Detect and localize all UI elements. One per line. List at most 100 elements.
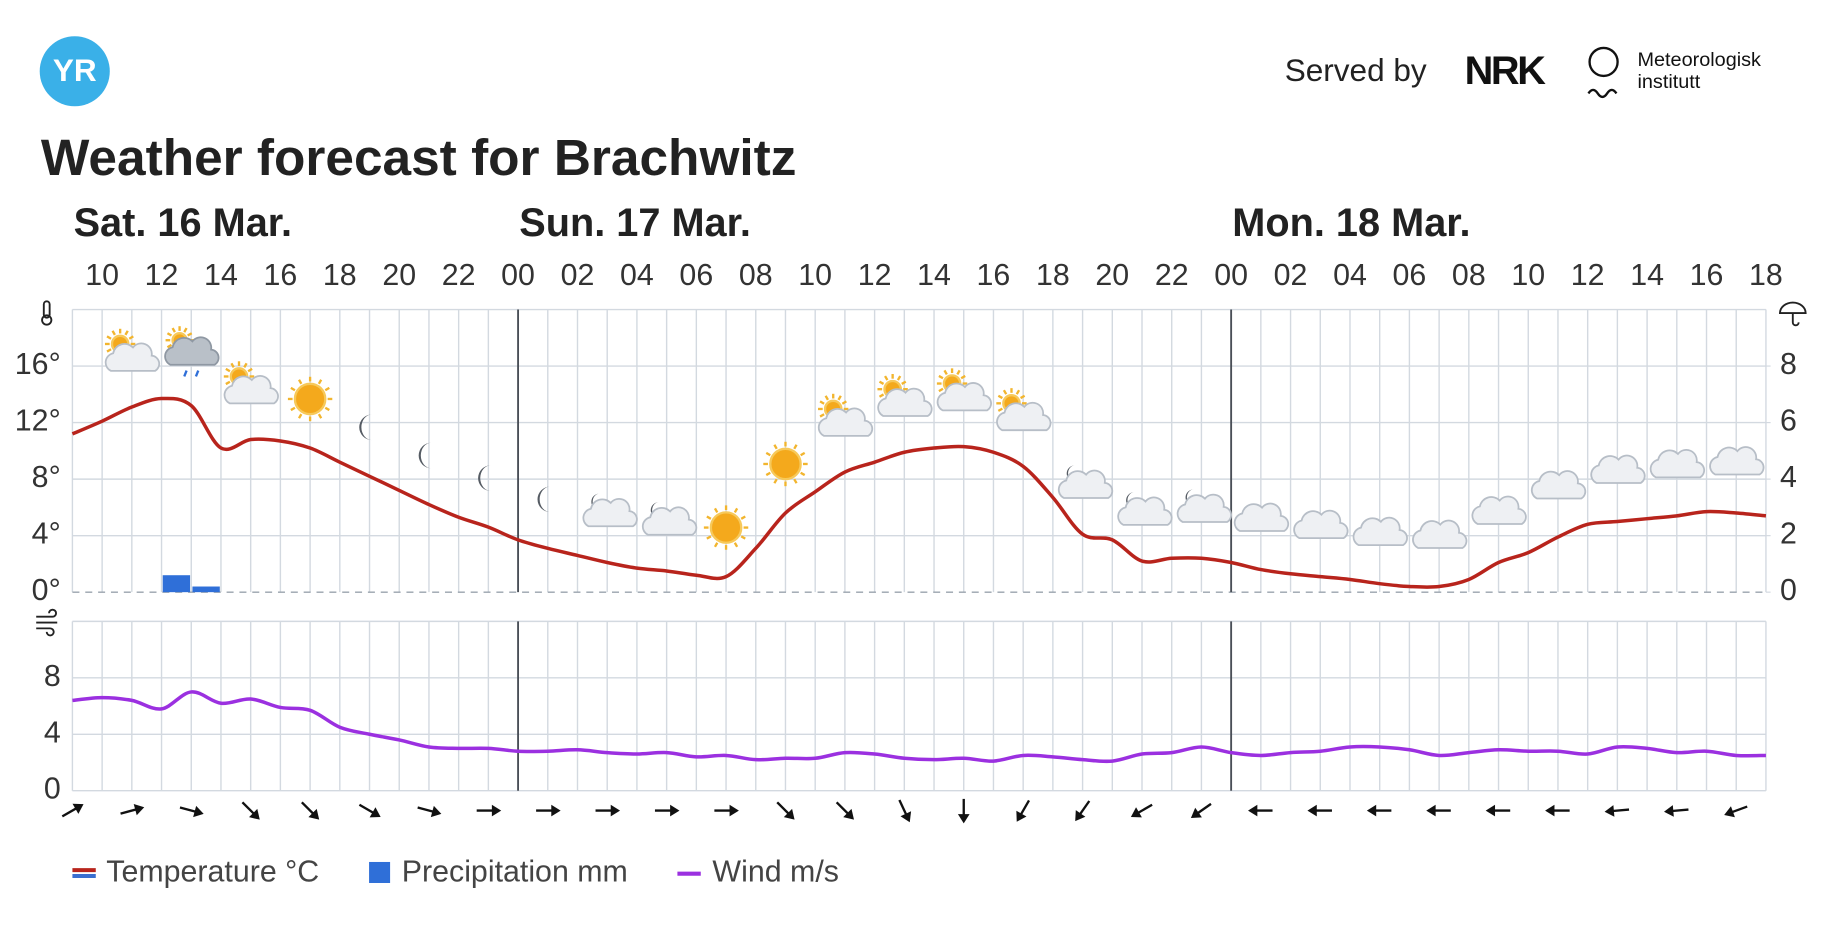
x-tick-label: 04 (1333, 259, 1367, 292)
y-tick-label: 0° (32, 574, 61, 607)
umbrella-icon (1779, 301, 1807, 327)
arrow-head (783, 808, 795, 820)
sun-ray (884, 375, 889, 381)
thermometer-icon (41, 300, 53, 326)
cloud (582, 497, 638, 528)
y-tick-label: 4° (32, 518, 61, 551)
wind-arrow (1190, 802, 1212, 818)
x-tick-label: 10 (85, 259, 119, 292)
weather-icon (817, 393, 874, 437)
met-icon (1588, 46, 1619, 78)
x-tick-label: 00 (1214, 259, 1248, 292)
x-tick-label: 18 (1036, 259, 1070, 292)
cloud (817, 407, 874, 437)
weather-icon (1176, 489, 1232, 523)
sun-disc (293, 382, 327, 416)
weather-icon (877, 374, 933, 417)
y-tick-label: 0 (44, 773, 61, 806)
y-tick-label: 16° (15, 348, 61, 381)
weather-icon (641, 502, 698, 536)
sun-ray (324, 386, 330, 392)
sun-ray (901, 380, 907, 385)
sun-ray (960, 374, 966, 380)
wind-arrow (1016, 799, 1031, 822)
x-tick-label: 14 (1630, 259, 1664, 292)
x-tick-label: 20 (1095, 259, 1129, 292)
rain-drop (183, 370, 188, 377)
weather-icon (287, 376, 333, 422)
sun-ray (324, 406, 330, 412)
day-label: Sat. 16 Mar. (74, 201, 292, 245)
wind-arrow (358, 803, 381, 818)
arrow-head (1545, 804, 1555, 817)
arrow-head (369, 807, 381, 818)
weather-icon (223, 361, 279, 405)
x-tick-label: 02 (1274, 259, 1308, 292)
sun-ray (111, 330, 116, 336)
arrow-head (900, 811, 912, 823)
sun-ray (1020, 394, 1026, 400)
legend-label[interactable]: Wind m/s (712, 856, 839, 889)
x-tick-label: 22 (1155, 259, 1189, 292)
cloud (1590, 454, 1646, 484)
y2-tick-label: 8 (1780, 348, 1797, 381)
cloud (1293, 509, 1349, 539)
yr-logo[interactable]: YR (39, 36, 110, 107)
weather-icon (104, 328, 161, 372)
wind-arrow (714, 804, 739, 817)
met-wave (1587, 88, 1618, 99)
sun-ray (243, 362, 248, 368)
logo-circle (39, 36, 110, 107)
sun-ray (106, 335, 112, 340)
y-tick-label: 12° (15, 405, 61, 438)
sun-disc (769, 447, 802, 481)
sun-ray (706, 515, 712, 520)
sun-ray (187, 332, 193, 337)
met-logo[interactable]: Meteorologisk institutt (1587, 46, 1761, 99)
sun-ray (997, 407, 1003, 412)
arrow-head (1130, 807, 1142, 818)
nrk-logo[interactable]: NRK (1465, 49, 1549, 93)
cloud (877, 387, 933, 417)
sun-ray (230, 362, 235, 368)
arrow-head (1604, 805, 1615, 817)
cloud (1709, 446, 1765, 476)
wind-arrow (595, 804, 621, 817)
cloud (1412, 519, 1468, 549)
sun-ray (713, 507, 719, 513)
sun-ray (800, 471, 806, 477)
arrow-head (72, 803, 84, 814)
y2-tick-label: 6 (1780, 405, 1797, 438)
weather-icon (1709, 446, 1765, 476)
precipitation-bar (162, 575, 191, 593)
cloud (223, 375, 279, 405)
arrow-head (308, 808, 320, 820)
sun-ray (166, 332, 173, 337)
sun-ray (1002, 389, 1008, 395)
wind-arrow (61, 803, 84, 818)
weather-icon (1590, 454, 1646, 484)
wind-arrow (776, 801, 795, 820)
wind-arrow (536, 804, 561, 817)
moon (478, 465, 491, 491)
sun-ray (225, 367, 231, 373)
cloud (996, 401, 1052, 432)
x-tick-label: 14 (917, 259, 951, 292)
sun-ray (733, 542, 739, 548)
x-tick-label: 14 (204, 259, 238, 292)
weather-icon (1412, 519, 1468, 549)
cloud (641, 506, 698, 536)
x-tick-label: 02 (561, 259, 595, 292)
arrow-head (193, 805, 204, 818)
sun-ray (819, 400, 825, 405)
legend-label[interactable]: Temperature °C (106, 856, 319, 889)
sun-ray (765, 451, 771, 457)
weather-icon (1057, 465, 1114, 499)
wind-line (72, 690, 1766, 764)
sun-ray (290, 386, 296, 392)
y-tick-label: 8° (32, 461, 61, 494)
sun-ray (171, 327, 176, 333)
legend-label[interactable]: Precipitation mm (402, 856, 628, 889)
